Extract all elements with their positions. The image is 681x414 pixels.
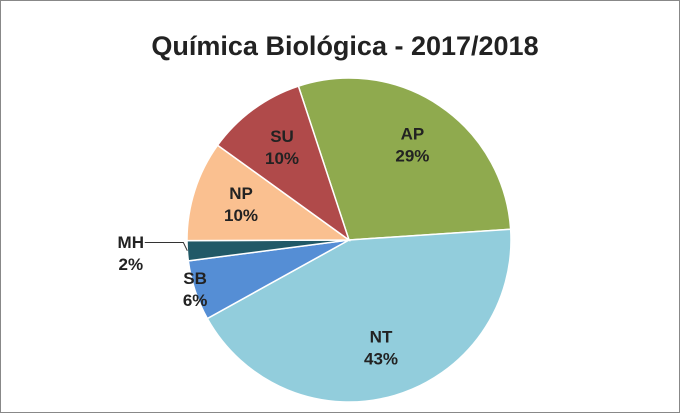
slice-category: MH [118,233,144,252]
pie-slice [216,85,351,242]
slice-value: 43% [364,349,398,368]
chart-title: Química Biológica - 2017/2018 [151,31,538,61]
leader-line [144,241,188,251]
slice-category: SU [270,127,294,146]
slice-value: 10% [224,206,258,225]
pie-slice [186,144,352,242]
pie-slice [297,77,512,241]
pie-slice [206,228,512,403]
slice-value: 6% [183,291,208,310]
slice-category: NT [370,327,393,346]
slice-value: 2% [118,255,143,274]
slice-category: AP [401,124,425,143]
slice-value: 10% [265,149,299,168]
slice-category: SB [183,269,207,288]
slice-category: NP [229,184,253,203]
slice-value: 29% [395,146,429,165]
